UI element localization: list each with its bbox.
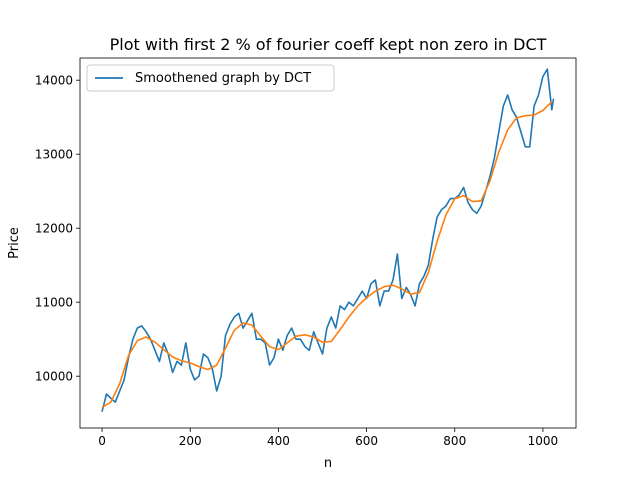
y-tick-label: 13000 [35, 148, 73, 162]
y-axis: 10000 11000 12000 13000 14000 [35, 74, 80, 384]
x-tick-label: 200 [179, 434, 202, 448]
x-tick-label: 0 [98, 434, 106, 448]
chart-title: Plot with first 2 % of fourier coeff kep… [110, 35, 547, 54]
series-line-1 [101, 68, 555, 412]
legend-box [86, 64, 335, 92]
x-tick-label: 800 [443, 434, 466, 448]
y-tick-label: 10000 [35, 370, 73, 384]
y-tick-label: 14000 [35, 74, 73, 88]
x-tick-label: 400 [267, 434, 290, 448]
x-tick-label: 1000 [528, 434, 559, 448]
series-line-2 [101, 101, 553, 408]
plot-background [80, 58, 576, 428]
plot-area [79, 57, 577, 429]
axes-frame [79, 57, 577, 429]
y-tick-label: 11000 [35, 296, 73, 310]
series-layer [101, 68, 555, 412]
legend: Smoothened graph by DCT [86, 64, 335, 92]
x-tick-label: 600 [355, 434, 378, 448]
x-axis: 0 200 400 600 800 1000 [98, 428, 558, 448]
y-axis-label: Price [7, 227, 22, 259]
y-tick-label: 12000 [35, 222, 73, 236]
x-axis-label: n [324, 456, 332, 471]
legend-label: Smoothened graph by DCT [135, 71, 311, 86]
